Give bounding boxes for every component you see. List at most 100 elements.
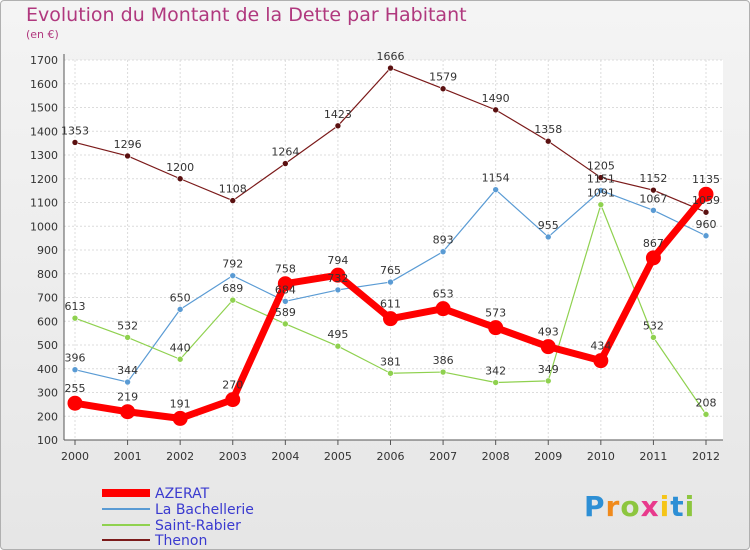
data-point-thenon xyxy=(229,197,237,204)
y-tick-label: 100 xyxy=(37,434,58,447)
grid xyxy=(64,59,723,441)
x-tick-label: 2009 xyxy=(534,450,562,463)
y-tick-label: 1400 xyxy=(30,125,58,138)
data-label-azerat: 270 xyxy=(222,379,243,392)
data-label-la-bachellerie: 955 xyxy=(538,219,559,232)
data-label-saint-rabier: 349 xyxy=(538,363,559,376)
x-tick-label: 2005 xyxy=(324,450,352,463)
chart-unit: (en €) xyxy=(26,28,59,41)
data-label-azerat: 794 xyxy=(327,254,348,267)
logo-letter: t xyxy=(670,490,685,523)
data-point-thenon xyxy=(702,208,710,216)
data-label-la-bachellerie: 893 xyxy=(433,234,454,247)
data-point-saint-rabier xyxy=(597,201,605,208)
y-tick-label: 500 xyxy=(37,339,58,352)
data-point-thenon xyxy=(176,175,184,183)
data-label-thenon: 1264 xyxy=(271,146,299,159)
data-label-la-bachellerie: 792 xyxy=(222,258,243,271)
data-label-la-bachellerie: 960 xyxy=(696,218,717,231)
y-tick-label: 200 xyxy=(37,410,58,423)
data-label-azerat: 1135 xyxy=(692,173,720,186)
data-point-azerat xyxy=(383,311,398,327)
data-label-saint-rabier: 532 xyxy=(117,319,138,332)
data-label-la-bachellerie: 1067 xyxy=(639,192,667,205)
data-label-thenon: 1353 xyxy=(61,124,89,137)
data-point-azerat xyxy=(67,395,83,411)
data-point-thenon xyxy=(544,137,552,145)
data-point-thenon xyxy=(597,174,605,181)
data-label-azerat: 434 xyxy=(590,340,611,353)
data-point-la-bachellerie xyxy=(544,233,552,241)
y-tick-label: 1200 xyxy=(30,173,58,186)
data-label-la-bachellerie: 765 xyxy=(380,264,401,277)
data-label-saint-rabier: 689 xyxy=(222,282,243,295)
data-point-azerat xyxy=(435,301,451,317)
data-point-la-bachellerie xyxy=(124,378,131,386)
y-tick-label: 600 xyxy=(37,315,58,328)
data-label-azerat: 867 xyxy=(643,237,664,250)
data-label-azerat: 573 xyxy=(485,307,506,320)
x-tick-label: 2011 xyxy=(639,450,667,463)
data-label-saint-rabier: 342 xyxy=(485,365,506,378)
x-tick-label: 2000 xyxy=(61,450,89,463)
data-point-thenon xyxy=(387,64,394,72)
data-point-saint-rabier xyxy=(544,377,552,385)
x-tick-label: 2007 xyxy=(429,450,457,463)
chart-title: Evolution du Montant de la Dette par Hab… xyxy=(26,4,467,26)
data-label-saint-rabier: 381 xyxy=(380,355,401,368)
y-tick-label: 1500 xyxy=(30,102,58,115)
data-point-la-bachellerie xyxy=(334,286,342,294)
legend-label-azerat: AZERAT xyxy=(155,486,210,502)
x-axis: 2000 2001 2002 2003 2004 2005 2006 2007 2008 2009… xyxy=(61,439,723,463)
data-label-saint-rabier: 1091 xyxy=(587,187,615,200)
data-point-la-bachellerie xyxy=(387,278,394,286)
data-point-la-bachellerie xyxy=(702,232,710,240)
data-point-thenon xyxy=(334,122,342,130)
data-point-thenon xyxy=(492,106,499,114)
data-point-saint-rabier xyxy=(439,368,447,376)
data-point-azerat xyxy=(172,410,188,426)
data-point-la-bachellerie xyxy=(71,366,79,374)
data-label-saint-rabier: 208 xyxy=(696,396,717,409)
legend-label-thenon: Thenon xyxy=(154,533,207,549)
logo-letter: o xyxy=(620,490,641,523)
data-label-azerat: 191 xyxy=(170,397,191,410)
data-point-thenon xyxy=(124,152,131,160)
data-label-thenon: 1490 xyxy=(482,92,510,105)
y-tick-label: 1100 xyxy=(30,197,58,210)
y-tick-label: 300 xyxy=(37,387,58,400)
logo-letter: P xyxy=(584,490,606,523)
data-point-azerat xyxy=(225,392,241,408)
data-label-la-bachellerie: 1151 xyxy=(587,172,615,185)
data-point-azerat xyxy=(593,353,609,369)
logo-letter: x xyxy=(640,490,660,523)
data-label-thenon: 1108 xyxy=(219,183,247,196)
data-point-thenon xyxy=(282,160,289,167)
data-label-la-bachellerie: 684 xyxy=(275,283,296,296)
logo-letter: i xyxy=(659,490,671,523)
data-label-saint-rabier: 532 xyxy=(643,319,664,332)
x-tick-label: 2006 xyxy=(377,450,405,463)
data-label-thenon: 1200 xyxy=(166,161,194,174)
data-label-thenon: 1205 xyxy=(587,160,615,173)
y-tick-label: 800 xyxy=(37,268,58,281)
data-label-azerat: 493 xyxy=(538,326,559,339)
data-point-la-bachellerie xyxy=(492,186,499,193)
data-label-azerat: 758 xyxy=(275,263,296,276)
logo-letter: i xyxy=(684,490,696,523)
logo-letter: r xyxy=(605,490,621,523)
data-point-saint-rabier xyxy=(229,296,237,304)
data-point-azerat xyxy=(645,250,661,266)
data-point-thenon xyxy=(439,85,447,93)
data-point-azerat xyxy=(120,404,136,420)
y-tick-label: 1000 xyxy=(30,220,58,233)
data-label-azerat: 611 xyxy=(380,298,401,311)
y-tick-label: 1300 xyxy=(30,149,58,162)
x-tick-label: 2001 xyxy=(114,450,142,463)
data-label-saint-rabier: 613 xyxy=(65,300,86,313)
y-tick-label: 1600 xyxy=(30,78,58,91)
data-point-la-bachellerie xyxy=(597,187,605,194)
x-tick-label: 2003 xyxy=(219,450,247,463)
